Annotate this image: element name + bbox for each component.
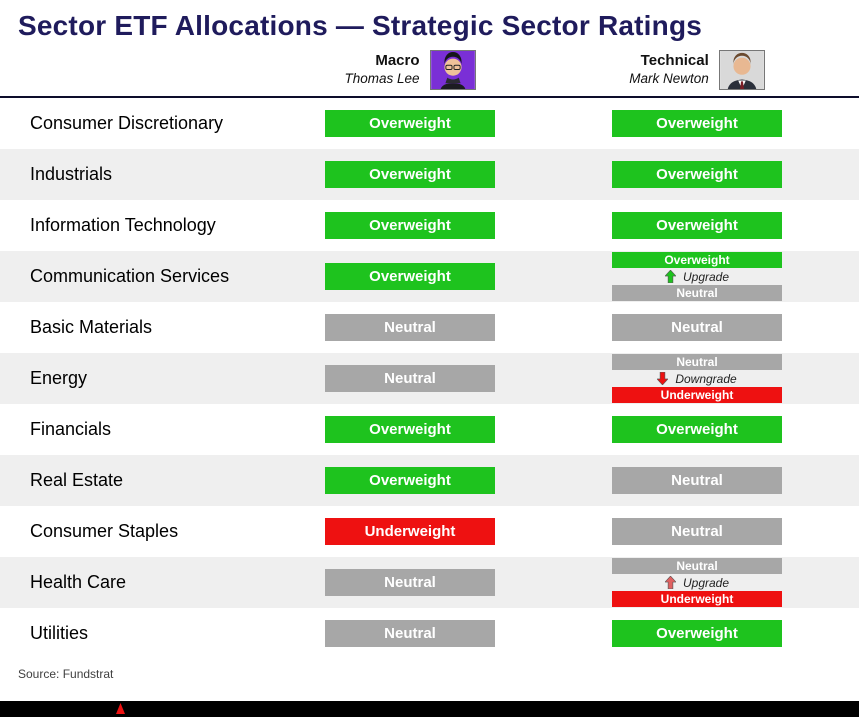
change-label: Upgrade — [682, 269, 730, 284]
rating-badge: Overweight — [612, 110, 782, 137]
sector-label: Consumer Discretionary — [30, 113, 224, 133]
sector-label: Energy — [30, 368, 88, 388]
macro-rating-cell: Overweight — [285, 110, 535, 137]
rating-badge: Overweight — [325, 110, 495, 137]
macro-header-text: Macro Thomas Lee — [344, 52, 419, 88]
header-divider — [0, 96, 859, 98]
rating-badge: Neutral — [325, 620, 495, 647]
macro-rating-cell: Underweight — [285, 518, 535, 545]
technical-rating-cell: Overweight — [535, 212, 859, 239]
mark-newton-photo — [718, 50, 765, 90]
macro-rating-cell: Overweight — [285, 161, 535, 188]
table-row: Industrials Overweight Overweight — [0, 149, 859, 200]
sector-label: Real Estate — [30, 470, 124, 490]
sector-label: Industrials — [30, 164, 113, 184]
prior-rating-badge: Neutral — [612, 354, 782, 370]
rating-badge: Underweight — [325, 518, 495, 545]
macro-rating-cell: Neutral — [285, 365, 535, 392]
table-row: Real Estate Overweight Neutral — [0, 455, 859, 506]
rating-change: Upgrade — [664, 269, 730, 284]
rating-badge: Overweight — [325, 416, 495, 443]
new-rating-badge: Underweight — [612, 387, 782, 403]
macro-rating-cell: Neutral — [285, 569, 535, 596]
upgrade-arrow-icon — [664, 576, 676, 589]
change-label: Downgrade — [675, 371, 737, 386]
table-row: Energy Neutral Neutral Downgrade Underwe… — [0, 353, 859, 404]
rating-badge: Overweight — [612, 620, 782, 647]
technical-rating-cell: Overweight Upgrade Neutral — [535, 252, 859, 301]
new-rating-badge: Neutral — [612, 558, 782, 574]
macro-rating-cell: Overweight — [285, 467, 535, 494]
technical-rating-cell: Neutral — [535, 314, 859, 341]
rating-change: Upgrade — [664, 575, 730, 590]
sector-label: Information Technology — [30, 215, 216, 235]
rating-badge: Overweight — [325, 212, 495, 239]
technical-rating-cell: Overweight — [535, 161, 859, 188]
table-row: Information Technology Overweight Overwe… — [0, 200, 859, 251]
rating-badge: Neutral — [325, 569, 495, 596]
sector-label: Financials — [30, 419, 112, 439]
source-note: Source: Fundstrat — [18, 667, 114, 681]
macro-column-label: Macro — [375, 52, 420, 70]
technical-rating-cell: Neutral — [535, 467, 859, 494]
technical-analyst-name: Mark Newton — [629, 70, 709, 86]
rating-badge: Overweight — [612, 212, 782, 239]
rating-badge: Neutral — [325, 314, 495, 341]
sector-label: Health Care — [30, 572, 127, 592]
footer-red-mark — [116, 703, 125, 714]
macro-rating-cell: Neutral — [285, 314, 535, 341]
new-rating-badge: Overweight — [612, 252, 782, 268]
table-row: Health Care Neutral Neutral Upgrade Unde… — [0, 557, 859, 608]
downgrade-arrow-icon — [657, 372, 669, 385]
page-title: Sector ETF Allocations — Strategic Secto… — [18, 10, 703, 41]
technical-rating-cell: Neutral Downgrade Underweight — [535, 354, 859, 403]
sector-label: Communication Services — [30, 266, 230, 286]
sector-label: Basic Materials — [30, 317, 153, 337]
column-header-macro: Macro Thomas Lee — [285, 50, 535, 90]
change-label: Upgrade — [682, 575, 730, 590]
table-row: Financials Overweight Overweight — [0, 404, 859, 455]
macro-rating-cell: Overweight — [285, 416, 535, 443]
table-row: Utilities Neutral Overweight — [0, 608, 859, 659]
technical-rating-cell: Overweight — [535, 620, 859, 647]
rating-badge: Overweight — [612, 161, 782, 188]
technical-rating-cell: Neutral — [535, 518, 859, 545]
table-row: Basic Materials Neutral Neutral — [0, 302, 859, 353]
column-header-technical: Technical Mark Newton — [535, 50, 859, 90]
rating-badge: Neutral — [612, 314, 782, 341]
rating-badge: Overweight — [325, 161, 495, 188]
rating-change: Downgrade — [657, 371, 737, 386]
technical-rating-cell: Overweight — [535, 416, 859, 443]
rating-badge: Neutral — [325, 365, 495, 392]
table-row: Consumer Staples Underweight Neutral — [0, 506, 859, 557]
sector-label: Utilities — [30, 623, 89, 643]
column-headers: Macro Thomas Lee Technical Mark Newton — [0, 44, 859, 96]
rating-badge: Neutral — [612, 467, 782, 494]
macro-rating-cell: Overweight — [285, 212, 535, 239]
technical-column-label: Technical — [640, 52, 709, 70]
technical-rating-cell: Overweight — [535, 110, 859, 137]
prior-rating-badge: Neutral — [612, 285, 782, 301]
prior-rating-badge: Underweight — [612, 591, 782, 607]
rating-badge: Overweight — [612, 416, 782, 443]
upgrade-arrow-icon — [664, 270, 676, 283]
macro-rating-cell: Overweight — [285, 263, 535, 290]
table-row: Consumer Discretionary Overweight Overwe… — [0, 98, 859, 149]
bottom-black-bar — [0, 701, 859, 717]
rating-badge: Overweight — [325, 263, 495, 290]
sector-label: Consumer Staples — [30, 521, 179, 541]
technical-header-text: Technical Mark Newton — [629, 52, 709, 88]
rating-badge: Overweight — [325, 467, 495, 494]
rating-badge: Neutral — [612, 518, 782, 545]
thomas-lee-photo — [429, 50, 476, 90]
technical-rating-cell: Neutral Upgrade Underweight — [535, 558, 859, 607]
macro-rating-cell: Neutral — [285, 620, 535, 647]
macro-analyst-name: Thomas Lee — [344, 70, 420, 86]
table-row: Communication Services Overweight Overwe… — [0, 251, 859, 302]
